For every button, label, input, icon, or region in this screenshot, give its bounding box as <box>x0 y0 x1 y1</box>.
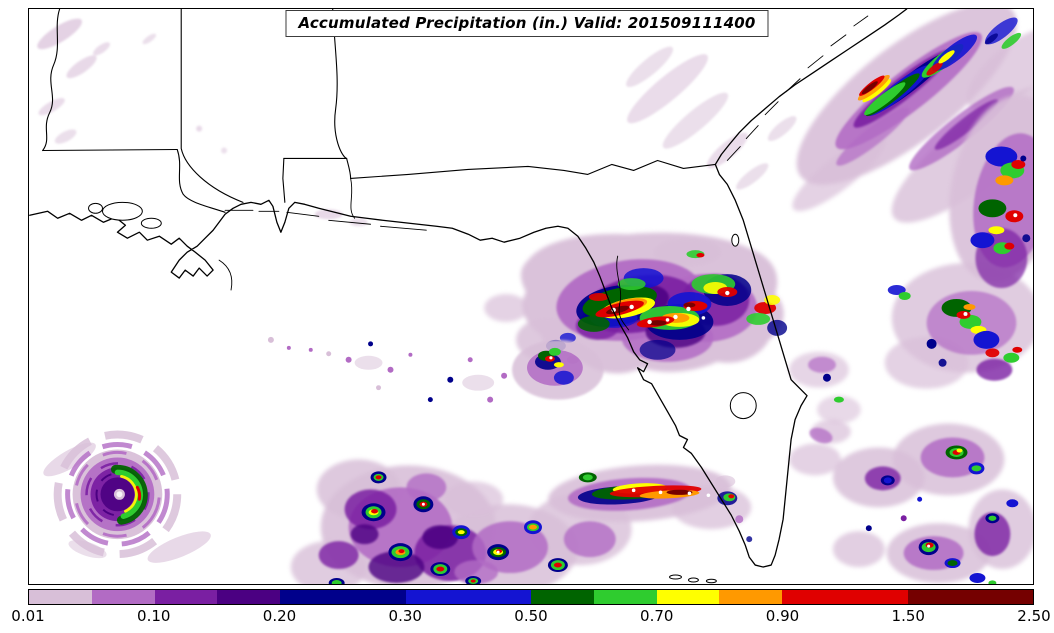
map-canvas <box>29 9 1033 584</box>
lake-maurepas <box>88 202 103 214</box>
precip-right-edge-band <box>789 95 1033 424</box>
lake-borgne <box>140 217 162 229</box>
colorbar-ticks: 0.01 0.10 0.20 0.30 0.50 0.70 0.90 1.50 2.50 <box>11 607 1050 627</box>
precip-southern-band <box>290 459 753 584</box>
colorbar-segment <box>593 590 657 604</box>
lake-pontchartrain <box>101 201 143 221</box>
colorbar-tick-label: 0.10 <box>137 607 171 625</box>
colorbar-segment <box>280 590 406 604</box>
colorbar-segment <box>154 590 218 604</box>
colorbar-segment <box>217 590 280 604</box>
lake-okeechobee <box>729 392 757 420</box>
colorbar-segment <box>656 590 720 604</box>
colorbar-tick-label: 0.70 <box>640 607 674 625</box>
colorbar-tick-label: 0.50 <box>514 607 548 625</box>
lake-george <box>731 233 740 247</box>
colorbar-segment <box>719 590 782 604</box>
colorbar-segment <box>91 590 155 604</box>
precip-gulf-scattered-cells <box>267 336 604 403</box>
colorbar <box>28 589 1034 605</box>
precip-topleft-streaks <box>37 18 368 227</box>
colorbar-tick-label: 0.30 <box>388 607 422 625</box>
colorbar-tick-label: 2.50 <box>1017 607 1051 625</box>
lakes <box>88 201 757 420</box>
colorbar-tick-label: 1.50 <box>891 607 925 625</box>
colorbar-segment <box>405 590 531 604</box>
map-frame <box>28 8 1034 585</box>
precip-southeast-cells <box>789 419 1033 584</box>
colorbar-tick-label: 0.01 <box>11 607 45 625</box>
coastline <box>29 9 908 568</box>
colorbar-segment <box>29 590 92 604</box>
colorbar-tick-label: 0.20 <box>262 607 297 625</box>
rivers <box>350 177 630 331</box>
state-borders <box>42 9 716 213</box>
colorbar-segment <box>907 590 1033 604</box>
tropical-cyclone <box>43 430 211 563</box>
colorbar-segment <box>782 590 908 604</box>
plot-title: Accumulated Precipitation (in.) Valid: 2… <box>285 10 769 37</box>
florida-keys <box>669 574 717 584</box>
barrier-islands <box>218 15 869 291</box>
colorbar-tick-label: 0.90 <box>765 607 800 625</box>
precip-top-center-streaks <box>626 12 797 190</box>
colorbar-segment <box>531 590 594 604</box>
